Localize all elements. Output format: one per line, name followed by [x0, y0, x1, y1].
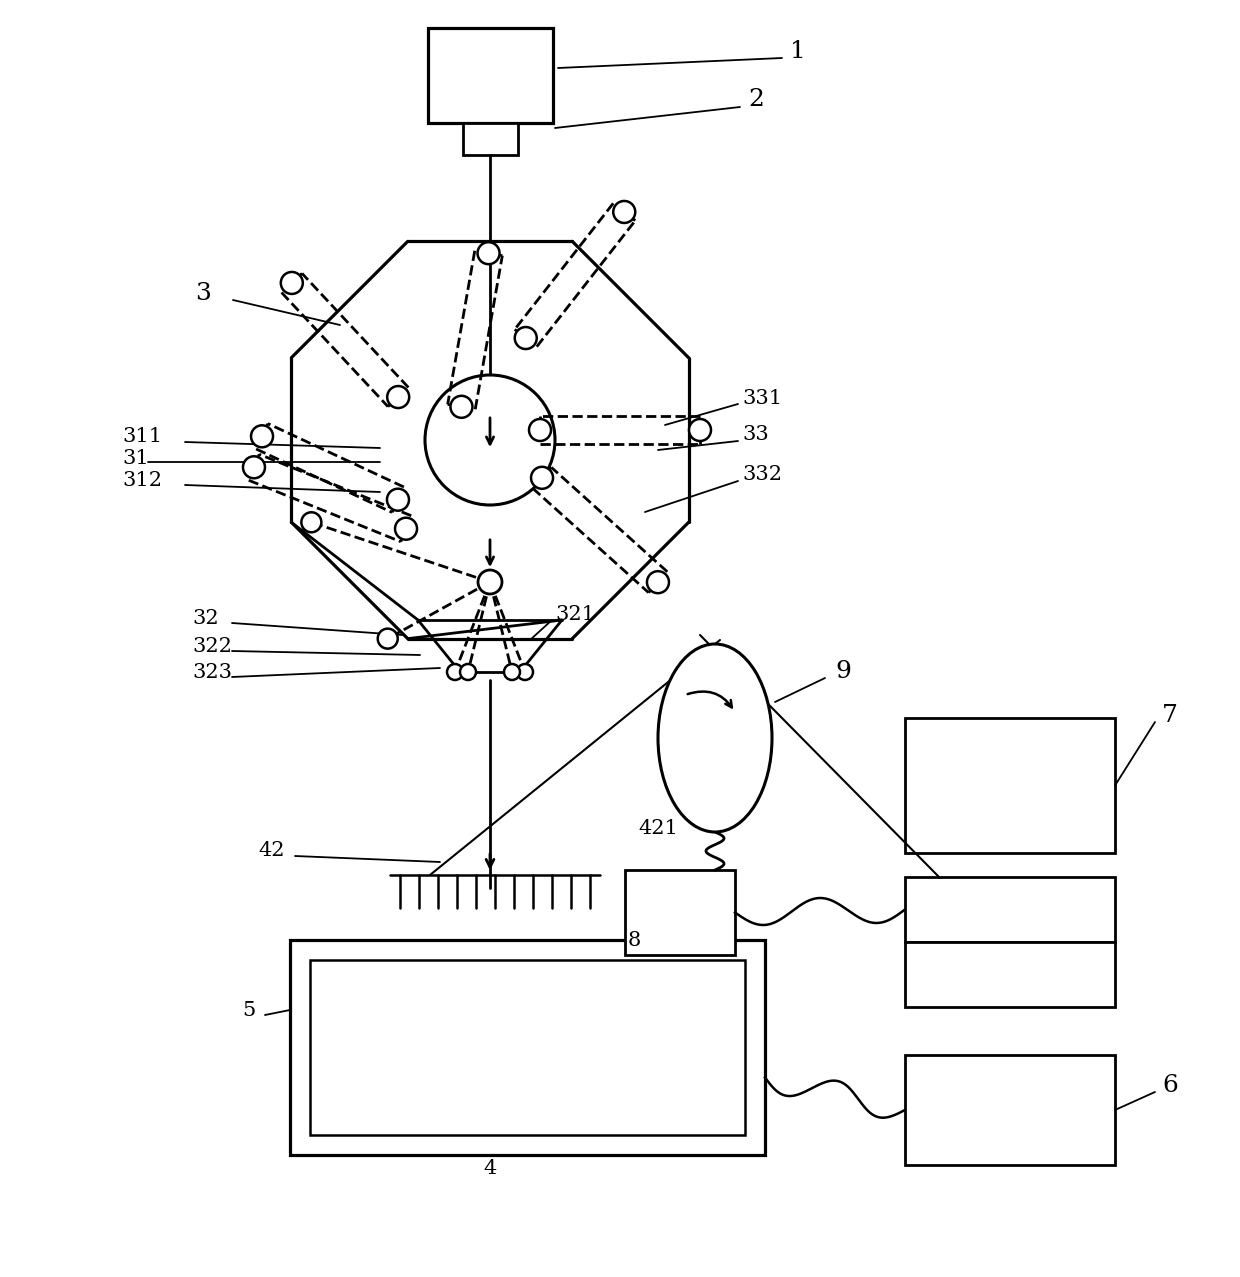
Text: 331: 331 [742, 388, 782, 407]
Text: 6: 6 [1162, 1074, 1178, 1097]
Circle shape [529, 419, 551, 441]
Circle shape [689, 419, 711, 441]
Circle shape [387, 489, 409, 511]
Circle shape [250, 425, 273, 447]
Bar [290, 940, 765, 1154]
Circle shape [477, 570, 502, 594]
Circle shape [301, 512, 321, 533]
Text: 9: 9 [835, 660, 851, 683]
Circle shape [517, 664, 533, 679]
Circle shape [515, 327, 537, 349]
Text: 5: 5 [242, 1000, 255, 1019]
Text: 2: 2 [748, 88, 764, 111]
Bar [905, 877, 1115, 942]
Text: 42: 42 [258, 840, 284, 859]
Text: 421: 421 [639, 819, 678, 838]
Ellipse shape [658, 644, 773, 833]
Circle shape [450, 396, 472, 418]
Bar [905, 942, 1115, 1008]
Bar [428, 28, 553, 123]
Bar [905, 718, 1115, 853]
Text: 1: 1 [790, 41, 806, 64]
Text: 3: 3 [195, 281, 211, 304]
Bar [625, 870, 735, 955]
Circle shape [378, 628, 398, 649]
Circle shape [460, 664, 476, 679]
Text: 322: 322 [192, 636, 232, 655]
Text: 312: 312 [122, 470, 162, 489]
Circle shape [614, 200, 635, 223]
Circle shape [387, 386, 409, 409]
Circle shape [531, 467, 553, 489]
Circle shape [425, 375, 556, 504]
Circle shape [396, 517, 417, 540]
Text: 33: 33 [742, 425, 769, 444]
Text: 311: 311 [122, 428, 162, 447]
Text: 31: 31 [122, 448, 149, 467]
Bar [310, 960, 745, 1135]
Circle shape [503, 664, 520, 679]
Text: 7: 7 [1162, 704, 1178, 727]
Circle shape [647, 571, 668, 594]
Circle shape [446, 664, 463, 679]
Circle shape [477, 243, 500, 264]
Text: 323: 323 [192, 663, 232, 682]
Bar [905, 1055, 1115, 1165]
Circle shape [280, 272, 303, 294]
Text: 8: 8 [627, 931, 641, 950]
Text: 4: 4 [484, 1158, 497, 1177]
Text: 32: 32 [192, 609, 218, 627]
Circle shape [243, 456, 265, 479]
Text: 321: 321 [556, 605, 595, 624]
Text: 332: 332 [742, 466, 782, 484]
Bar [463, 123, 518, 155]
